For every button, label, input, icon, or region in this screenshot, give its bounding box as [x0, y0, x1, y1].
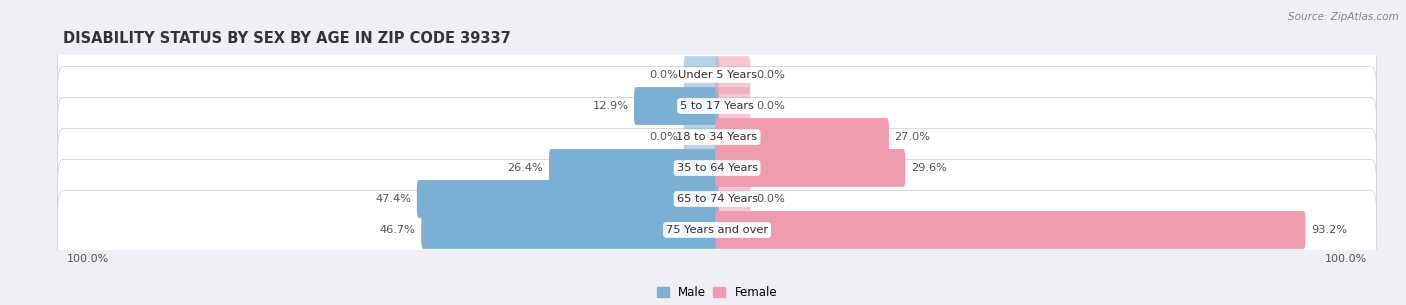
Text: 46.7%: 46.7% [380, 225, 416, 235]
Text: 0.0%: 0.0% [756, 70, 785, 80]
FancyBboxPatch shape [716, 118, 889, 156]
Text: 65 to 74 Years: 65 to 74 Years [676, 194, 758, 204]
FancyBboxPatch shape [422, 211, 718, 249]
Text: 27.0%: 27.0% [894, 132, 931, 142]
Text: 0.0%: 0.0% [650, 70, 678, 80]
FancyBboxPatch shape [58, 129, 1376, 207]
FancyBboxPatch shape [416, 180, 718, 218]
Text: 35 to 64 Years: 35 to 64 Years [676, 163, 758, 173]
FancyBboxPatch shape [548, 149, 718, 187]
FancyBboxPatch shape [58, 191, 1376, 269]
FancyBboxPatch shape [683, 56, 718, 94]
Text: 12.9%: 12.9% [592, 101, 628, 111]
Text: 29.6%: 29.6% [911, 163, 946, 173]
FancyBboxPatch shape [683, 118, 718, 156]
Text: DISABILITY STATUS BY SEX BY AGE IN ZIP CODE 39337: DISABILITY STATUS BY SEX BY AGE IN ZIP C… [62, 30, 510, 46]
FancyBboxPatch shape [58, 36, 1376, 114]
Text: 93.2%: 93.2% [1312, 225, 1347, 235]
FancyBboxPatch shape [716, 211, 1306, 249]
Text: 0.0%: 0.0% [756, 194, 785, 204]
Text: Source: ZipAtlas.com: Source: ZipAtlas.com [1288, 12, 1399, 22]
Legend: Male, Female: Male, Female [657, 286, 778, 299]
FancyBboxPatch shape [716, 180, 751, 218]
Text: Under 5 Years: Under 5 Years [678, 70, 756, 80]
FancyBboxPatch shape [58, 98, 1376, 176]
FancyBboxPatch shape [58, 67, 1376, 145]
Text: 0.0%: 0.0% [650, 132, 678, 142]
FancyBboxPatch shape [716, 87, 751, 125]
Text: 18 to 34 Years: 18 to 34 Years [676, 132, 758, 142]
Text: 75 Years and over: 75 Years and over [666, 225, 768, 235]
Text: 0.0%: 0.0% [756, 101, 785, 111]
Text: 26.4%: 26.4% [508, 163, 543, 173]
Text: 47.4%: 47.4% [375, 194, 411, 204]
Text: 5 to 17 Years: 5 to 17 Years [681, 101, 754, 111]
FancyBboxPatch shape [634, 87, 718, 125]
FancyBboxPatch shape [716, 56, 751, 94]
FancyBboxPatch shape [716, 149, 905, 187]
FancyBboxPatch shape [58, 160, 1376, 238]
